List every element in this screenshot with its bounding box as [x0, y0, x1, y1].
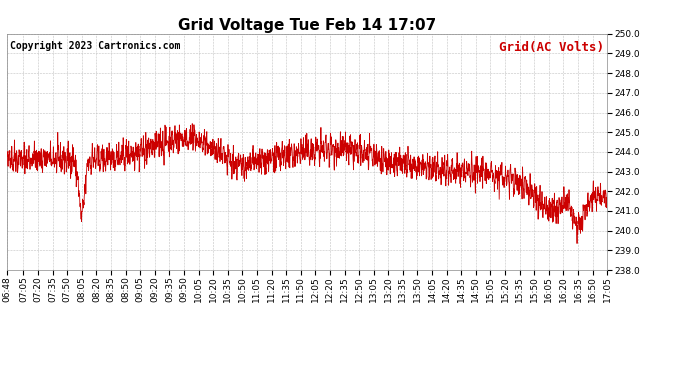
- Text: Copyright 2023 Cartronics.com: Copyright 2023 Cartronics.com: [10, 41, 180, 51]
- Title: Grid Voltage Tue Feb 14 17:07: Grid Voltage Tue Feb 14 17:07: [178, 18, 436, 33]
- Text: Grid(AC Volts): Grid(AC Volts): [499, 41, 604, 54]
